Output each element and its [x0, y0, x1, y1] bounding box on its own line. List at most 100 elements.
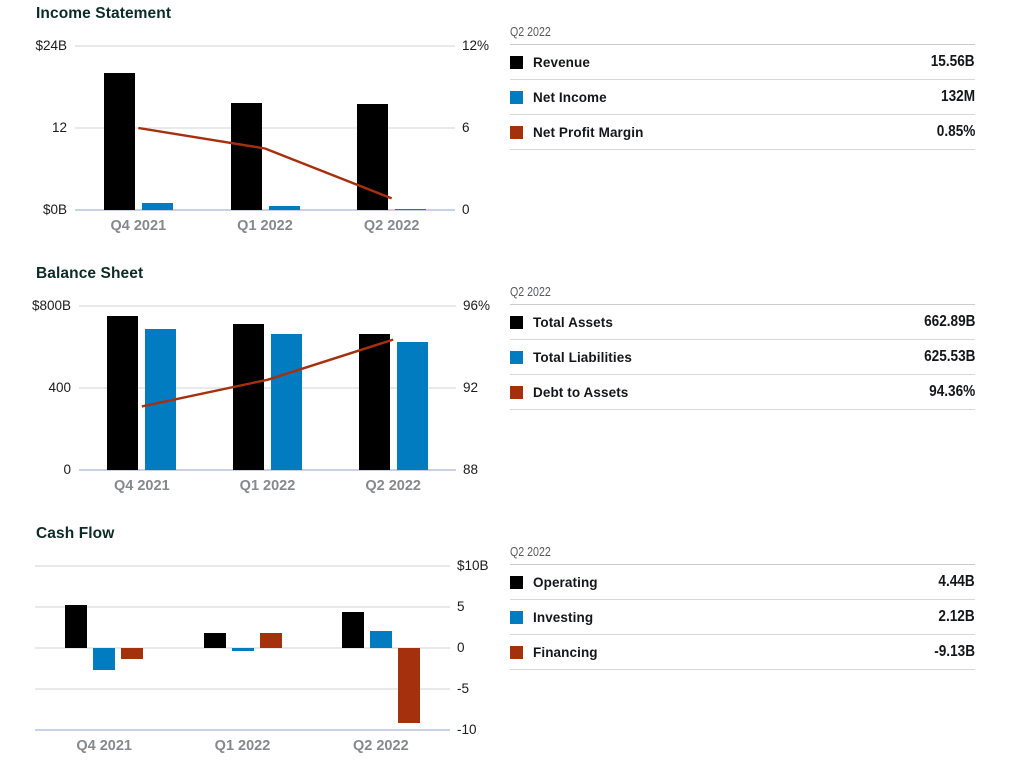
legend-value-text: 15.56B — [931, 53, 975, 70]
operating-bar[interactable] — [341, 611, 364, 648]
legend-row[interactable]: Financing -9.13B — [510, 635, 975, 670]
legend-value-text: 132M — [940, 88, 975, 105]
balance-sheet-chart[interactable]: $800B 400 0 96% 92 88 Q4 2021 Q1 2022 Q2 2022 — [0, 260, 500, 520]
y-axis-label: $10B — [457, 558, 489, 573]
y-axis-label: $0B — [42, 202, 67, 217]
legend-value-text: 2.12B — [938, 608, 975, 625]
revenue-bar[interactable] — [103, 72, 135, 210]
legend-value-text: 662.89B — [923, 313, 975, 330]
legend-period-label: Q2 2022 — [510, 545, 551, 559]
legend-period: Q2 2022 — [510, 540, 975, 565]
total-assets-swatch — [510, 315, 523, 329]
x-axis-label: Q4 2021 — [110, 218, 167, 234]
income-statement-panel: Income Statement $24B 12 $0B 12% 6 0 Q4 2021 Q1… — [0, 0, 1010, 260]
y-axis-label: 6 — [462, 120, 470, 135]
gridline — [79, 305, 456, 307]
legend-row[interactable]: Investing 2.12B — [510, 600, 975, 635]
total-assets-bar[interactable] — [233, 324, 264, 470]
legend-row[interactable]: Debt to Assets 94.36% — [510, 375, 975, 410]
legend-label: Financing — [533, 644, 598, 660]
x-axis-label: Q2 2022 — [365, 478, 421, 494]
financing-swatch — [510, 645, 523, 659]
financing-bar[interactable] — [121, 648, 144, 659]
net-income-bar[interactable] — [141, 203, 173, 210]
y-axis-label: 0 — [462, 202, 470, 217]
legend-period-label: Q2 2022 — [510, 285, 551, 299]
gridline — [35, 688, 450, 690]
section-title: Cash Flow — [36, 525, 115, 542]
legend-value: 132M — [935, 88, 975, 106]
gridline — [79, 469, 456, 471]
y-axis-label: 88 — [463, 462, 479, 477]
revenue-bar[interactable] — [230, 102, 262, 210]
operating-bar[interactable] — [203, 633, 226, 648]
legend-label: Operating — [533, 574, 598, 590]
total-liabilities-swatch — [510, 350, 523, 364]
legend-row[interactable]: Total Assets 662.89B — [510, 305, 975, 340]
legend-value: 15.56B — [923, 53, 975, 71]
legend-label: Revenue — [533, 54, 590, 70]
legend-value: 2.12B — [932, 608, 975, 626]
legend-label: Total Assets — [533, 314, 613, 330]
y-axis-label: 0 — [457, 640, 465, 655]
investing-bar[interactable] — [231, 648, 254, 652]
legend-value-text: 94.36% — [928, 383, 975, 400]
x-axis-label: Q2 2022 — [363, 218, 420, 234]
legend-period-label: Q2 2022 — [510, 25, 551, 39]
total-assets-bar[interactable] — [107, 315, 139, 470]
total-assets-bar[interactable] — [358, 334, 390, 470]
legend-row[interactable]: Total Liabilities 625.53B — [510, 340, 975, 375]
investing-bar[interactable] — [93, 648, 116, 671]
legend-value-text: 0.85% — [936, 123, 975, 140]
income-statement-chart[interactable]: $24B 12 $0B 12% 6 0 Q4 2021 Q1 2022 Q2 2022 — [0, 0, 500, 260]
legend-value: 0.85% — [930, 123, 975, 141]
legend-period: Q2 2022 — [510, 20, 975, 45]
net-income-bar[interactable] — [395, 209, 427, 211]
net-profit-margin-swatch — [510, 125, 523, 139]
legend-value-text: 4.44B — [938, 573, 975, 590]
y-axis-label: -5 — [457, 681, 470, 696]
x-axis-label: Q1 2022 — [239, 478, 296, 494]
gridline — [75, 45, 455, 47]
legend-label: Debt to Assets — [533, 384, 629, 400]
y-axis-label: $800B — [31, 298, 71, 313]
total-liabilities-bar[interactable] — [271, 334, 302, 470]
revenue-bar[interactable] — [357, 103, 389, 210]
total-liabilities-bar[interactable] — [396, 341, 428, 470]
legend-value-text: -9.13B — [934, 643, 975, 660]
debt-to-assets-swatch — [510, 385, 523, 399]
page-title: Income Statement — [36, 5, 172, 22]
y-axis-label: 5 — [457, 599, 465, 614]
legend-row[interactable]: Operating 4.44B — [510, 565, 975, 600]
gridline — [75, 209, 455, 211]
legend-label: Net Income — [533, 89, 607, 105]
y-axis-label: 96% — [463, 298, 491, 313]
revenue-swatch — [510, 55, 523, 69]
financing-bar[interactable] — [259, 633, 282, 648]
net-income-bar[interactable] — [268, 205, 300, 210]
x-axis-label: Q4 2021 — [114, 478, 170, 494]
net-income-swatch — [510, 90, 523, 104]
investing-bar[interactable] — [369, 630, 392, 648]
operating-bar[interactable] — [65, 605, 88, 648]
section-title: Balance Sheet — [36, 265, 144, 282]
total-liabilities-bar[interactable] — [145, 328, 177, 470]
financing-bar[interactable] — [397, 648, 420, 723]
legend-period: Q2 2022 — [510, 280, 975, 305]
legend-value: -9.13B — [927, 643, 975, 661]
x-axis-label: Q1 2022 — [237, 218, 293, 234]
legend-row[interactable]: Net Income 132M — [510, 80, 975, 115]
legend-label: Net Profit Margin — [533, 124, 644, 140]
balance-sheet-legend: Q2 2022 Total Assets 662.89B Total Liabi… — [510, 280, 975, 410]
y-axis-label: $24B — [35, 38, 67, 53]
cash-flow-chart[interactable]: $10B 5 0 -5 -10 Q4 2021 Q1 2022 Q2 2022 — [0, 520, 500, 780]
y-axis-label: 400 — [48, 380, 71, 395]
y-axis-label: 12 — [51, 120, 67, 135]
legend-row[interactable]: Net Profit Margin 0.85% — [510, 115, 975, 150]
legend-label: Total Liabilities — [533, 349, 632, 365]
legend-value-text: 625.53B — [923, 348, 975, 365]
legend-value: 662.89B — [915, 313, 975, 331]
y-axis-label: 12% — [462, 38, 490, 53]
gridline — [35, 729, 450, 731]
legend-row[interactable]: Revenue 15.56B — [510, 45, 975, 80]
